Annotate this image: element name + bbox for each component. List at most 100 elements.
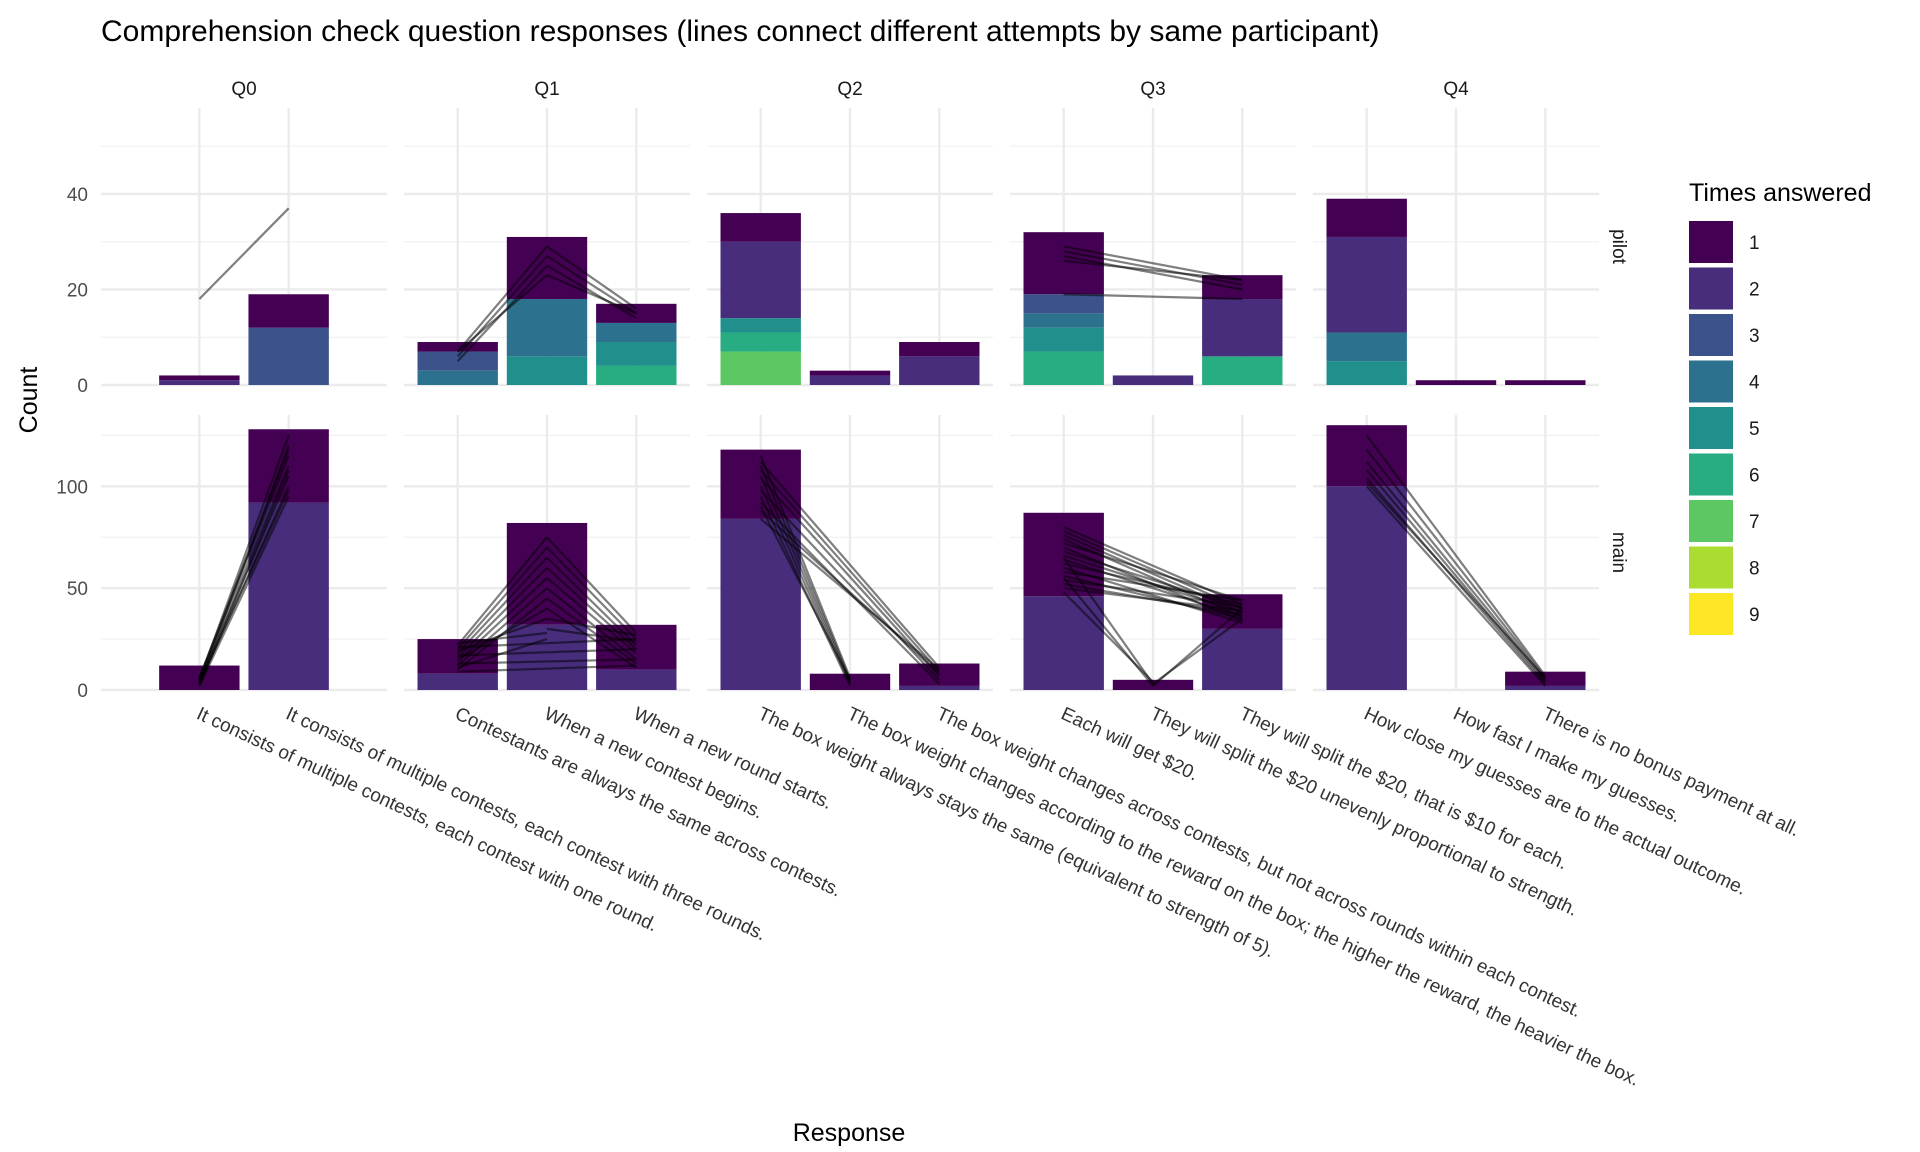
attempt-line	[1063, 550, 1243, 610]
bar-segment-pilot-q3-r0-t5	[1023, 327, 1104, 352]
attempt-line	[198, 207, 290, 300]
attempt-line	[198, 496, 290, 687]
legend-label-5: 5	[1749, 419, 1760, 440]
panels: Q0 Q1 Q2 Q3 Q4 pilot main 0 20 40 0 50 100	[56, 79, 1629, 702]
attempt-line	[1062, 591, 1154, 683]
attempt-line	[759, 509, 941, 675]
facet-label-q1: Q1	[534, 79, 559, 100]
bar-segment-pilot-q0-r0-t2	[159, 380, 240, 385]
facet-label-q2: Q2	[837, 79, 862, 100]
legend-key-9	[1689, 593, 1733, 635]
attempt-line	[546, 587, 637, 661]
bar-segment-pilot-q2-r1-t2	[809, 375, 891, 385]
attempt-line	[546, 546, 638, 640]
bar-segment-pilot-q3-r2-t2	[1202, 299, 1283, 357]
legend-key-5	[1689, 407, 1733, 449]
attempt-line	[1063, 293, 1243, 301]
attempt-line	[759, 477, 941, 677]
attempt-line	[1063, 259, 1243, 282]
bar-segment-pilot-q2-r0-t1	[720, 213, 801, 242]
attempt-line	[1063, 578, 1243, 608]
bar-segment-main-q4-r0-t1	[1326, 425, 1407, 487]
legend-key-2	[1689, 267, 1733, 310]
attempt-line	[1365, 434, 1547, 677]
attempt-line	[1063, 542, 1243, 602]
bar-segment-pilot-q2-r0-t2	[720, 241, 801, 319]
attempt-line	[546, 577, 638, 655]
bar-segment-pilot-q3-r0-t3	[1023, 294, 1104, 314]
y-tick-label: 50	[67, 579, 88, 600]
attempt-line	[1062, 556, 1154, 685]
legend-label-2: 2	[1749, 280, 1760, 301]
attempt-line	[1063, 562, 1243, 606]
bar-segment-pilot-q2-r0-t5	[720, 318, 801, 333]
legend-key-8	[1689, 546, 1733, 589]
attempt-line	[1063, 245, 1243, 282]
attempt-line	[1365, 485, 1547, 687]
bar-segment-main-q2-r0-t2	[720, 518, 801, 690]
bar-segment-pilot-q1-r2-t4	[596, 322, 677, 343]
facet-label-main: main	[1608, 532, 1629, 573]
attempt-line	[759, 455, 852, 679]
attempt-line	[1063, 250, 1243, 286]
attempt-line	[456, 536, 548, 646]
facet-label-q4: Q4	[1443, 79, 1469, 100]
attempt-line	[456, 587, 548, 667]
bar-segment-pilot-q4-r0-t2	[1326, 236, 1407, 333]
bar-segment-main-q1-r2-t2	[596, 669, 677, 690]
attempt-line	[456, 274, 548, 353]
x-tick-labels: It consists of multiple contests, each c…	[193, 703, 1802, 1090]
attempt-line	[457, 631, 548, 645]
attempt-line	[759, 475, 852, 683]
legend-key-3	[1689, 314, 1733, 356]
bar-segment-pilot-q1-r0-t1	[417, 342, 498, 352]
bar-segment-pilot-q2-r2-t1	[899, 342, 980, 357]
bar-segment-pilot-q4-r0-t4	[1326, 332, 1407, 362]
attempt-line	[198, 489, 290, 683]
attempt-line	[759, 469, 941, 673]
bar-segment-pilot-q0-r0-t1	[159, 375, 240, 381]
y-tick-label: 0	[77, 376, 88, 397]
bar-segment-pilot-q2-r0-t7	[720, 351, 801, 385]
attempt-line	[1063, 570, 1243, 602]
attempt-line	[456, 546, 548, 650]
legend-label-3: 3	[1749, 326, 1760, 347]
bar-segment-pilot-q3-r0-t6	[1023, 351, 1104, 385]
facet-label-q0: Q0	[231, 79, 256, 100]
attempt-line	[457, 664, 637, 673]
facet-label-pilot: pilot	[1608, 229, 1629, 265]
legend-label-8: 8	[1749, 559, 1760, 580]
attempt-line	[546, 566, 638, 651]
bar-segment-main-q4-r2-t2	[1505, 685, 1586, 690]
attempt-line	[546, 536, 638, 634]
attempt-line	[759, 461, 941, 669]
legend-key-4	[1689, 360, 1733, 403]
y-tick-label: 20	[67, 280, 88, 301]
attempt-line	[456, 556, 548, 655]
bar-segment-pilot-q1-r1-t4	[506, 299, 588, 357]
legend-title: Times answered	[1689, 179, 1871, 207]
attempt-line	[1063, 254, 1243, 291]
legend-label-6: 6	[1749, 466, 1760, 487]
attempt-line	[546, 255, 637, 315]
bar-segment-pilot-q0-r1-t3	[248, 327, 329, 385]
attempt-line	[1365, 461, 1547, 681]
attempt-line	[1365, 448, 1547, 679]
attempt-line	[546, 556, 638, 646]
y-tick-label: 40	[67, 185, 88, 206]
bar-segment-main-q2-r2-t2	[899, 685, 980, 690]
legend-key-1	[1689, 221, 1733, 263]
attempt-line	[546, 627, 637, 643]
y-tick-label: 0	[77, 681, 88, 702]
attempt-line	[759, 518, 941, 671]
bar-segment-pilot-q3-r1-t2	[1112, 375, 1194, 385]
bar-segment-pilot-q4-r2-t1	[1505, 380, 1586, 385]
attempt-line	[1063, 574, 1243, 620]
legend-label-1: 1	[1749, 233, 1760, 254]
bar-segment-pilot-q1-r0-t4	[417, 370, 498, 385]
legend-key-6	[1689, 453, 1733, 496]
y-axis-title: Count	[15, 367, 43, 434]
bar-segment-pilot-q0-r1-t1	[248, 294, 329, 328]
attempt-line	[546, 264, 637, 320]
